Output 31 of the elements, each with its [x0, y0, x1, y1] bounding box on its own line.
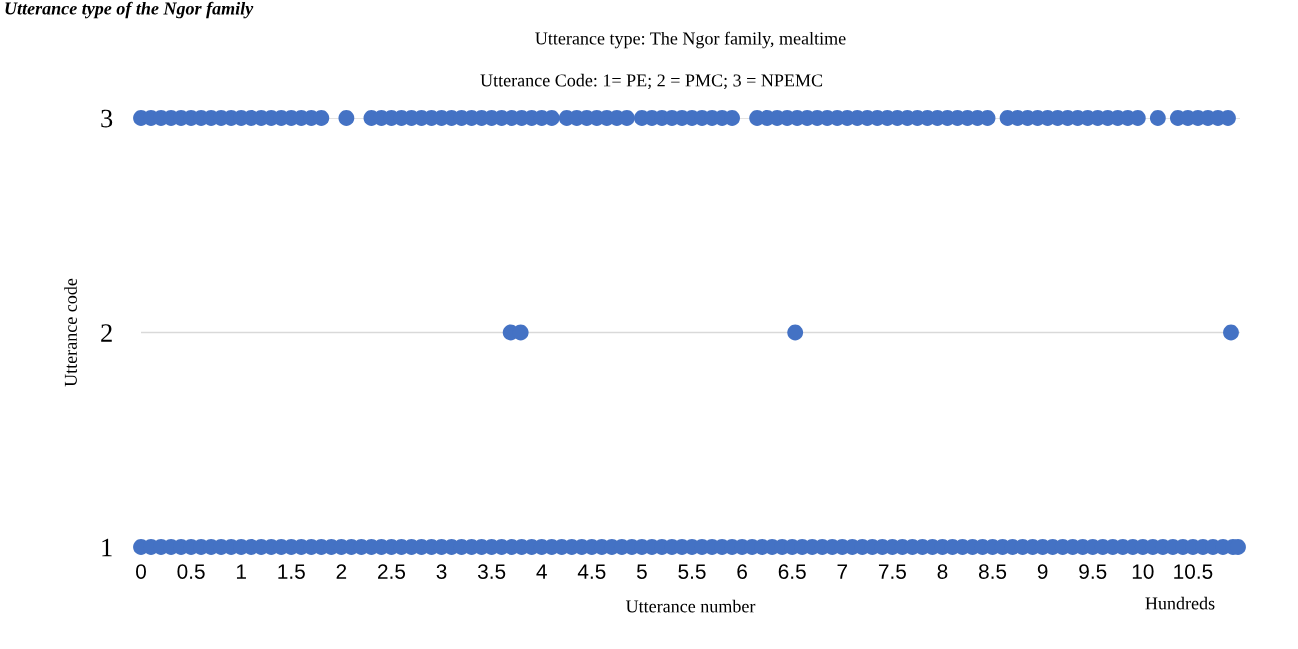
x-tick-label: 7.5	[878, 564, 906, 579]
x-tick-label: 4	[536, 564, 547, 579]
x-tick-label: 2	[336, 564, 347, 579]
x-tick-label: 1.5	[278, 564, 305, 579]
x-tick-label: 2.5	[378, 564, 406, 579]
y-axis-title: Utterance code	[64, 278, 77, 387]
x-tick-label: 6.5	[778, 564, 806, 579]
x-tick-label: 8.5	[978, 564, 1007, 579]
x-tick-label: 7	[837, 564, 848, 579]
x-tick-label: 0	[136, 564, 146, 579]
y-tick-label: 3	[101, 109, 113, 128]
y-tick-label: 2	[101, 324, 112, 342]
x-tick-label: 10	[1132, 564, 1154, 579]
x-axis-title: Utterance number	[625, 599, 756, 613]
x-tick-label: 9	[1037, 564, 1048, 579]
x-tick-label: 3.5	[477, 564, 506, 579]
x-tick-label: 6	[737, 564, 747, 579]
text: Hundreds	[1145, 596, 1215, 610]
x-tick-label: 0.5	[177, 564, 205, 579]
x-tick-label: 3	[436, 564, 447, 579]
x-tick-label: 9.5	[1079, 564, 1107, 579]
x-tick-label: 5.5	[678, 564, 706, 579]
x-tick-label: 8	[937, 564, 948, 579]
text: Utterance type of the Ngor family	[5, 1, 254, 19]
x-tick-label: 4.5	[577, 564, 606, 579]
x-tick-label: 1	[236, 564, 246, 579]
x-tick-label: 10.5	[1174, 564, 1213, 579]
y-tick-label: 1	[102, 538, 112, 557]
x-tick-label: 5	[636, 564, 647, 579]
chart-subtitle: Utterance Code: 1= PE; 2 = PMC; 3 = NPEMC	[480, 73, 823, 90]
chart-title: Utterance type: The Ngor family, mealtime	[535, 31, 846, 49]
